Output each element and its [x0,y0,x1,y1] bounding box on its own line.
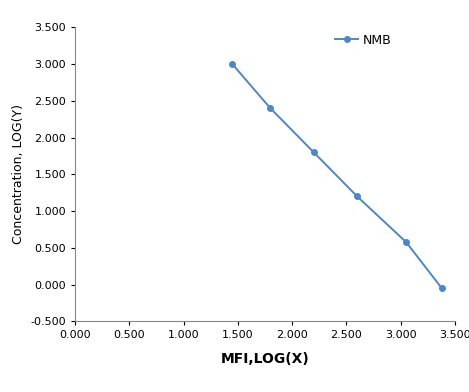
NMB [355,194,360,199]
NMB [439,286,445,291]
Legend: NMB: NMB [335,34,392,47]
Line: NMB: NMB [230,62,445,291]
NMB [230,62,235,67]
Y-axis label: Concentration, LOG(Y): Concentration, LOG(Y) [12,104,25,245]
NMB [403,240,409,245]
X-axis label: MFI,LOG(X): MFI,LOG(X) [220,352,310,366]
NMB [311,150,317,155]
NMB [268,106,273,111]
